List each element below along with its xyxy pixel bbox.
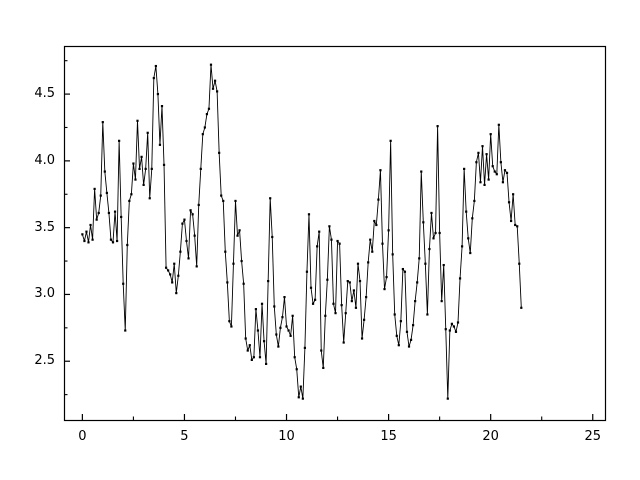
x-tick-label: 20 bbox=[482, 429, 499, 444]
x-tick-label: 10 bbox=[278, 429, 295, 444]
y-tick-label: 2.5 bbox=[34, 353, 55, 369]
x-tick-label: 0 bbox=[78, 429, 87, 444]
x-axis-ticks bbox=[81, 414, 594, 420]
data-line-series-1 bbox=[81, 64, 522, 400]
x-tick-label: 5 bbox=[180, 429, 189, 444]
plot-frame bbox=[63, 45, 607, 422]
x-tick-label: 15 bbox=[380, 429, 397, 444]
y-axis-ticks bbox=[64, 60, 70, 396]
y-tick-label: 3.5 bbox=[34, 219, 55, 235]
x-tick-label: 25 bbox=[584, 429, 602, 444]
y-tick-label: 4.5 bbox=[34, 86, 55, 102]
data-markers-series-1 bbox=[81, 63, 523, 400]
y-tick-label: 4.0 bbox=[34, 152, 55, 168]
y-tick-label: 3.0 bbox=[34, 286, 55, 302]
